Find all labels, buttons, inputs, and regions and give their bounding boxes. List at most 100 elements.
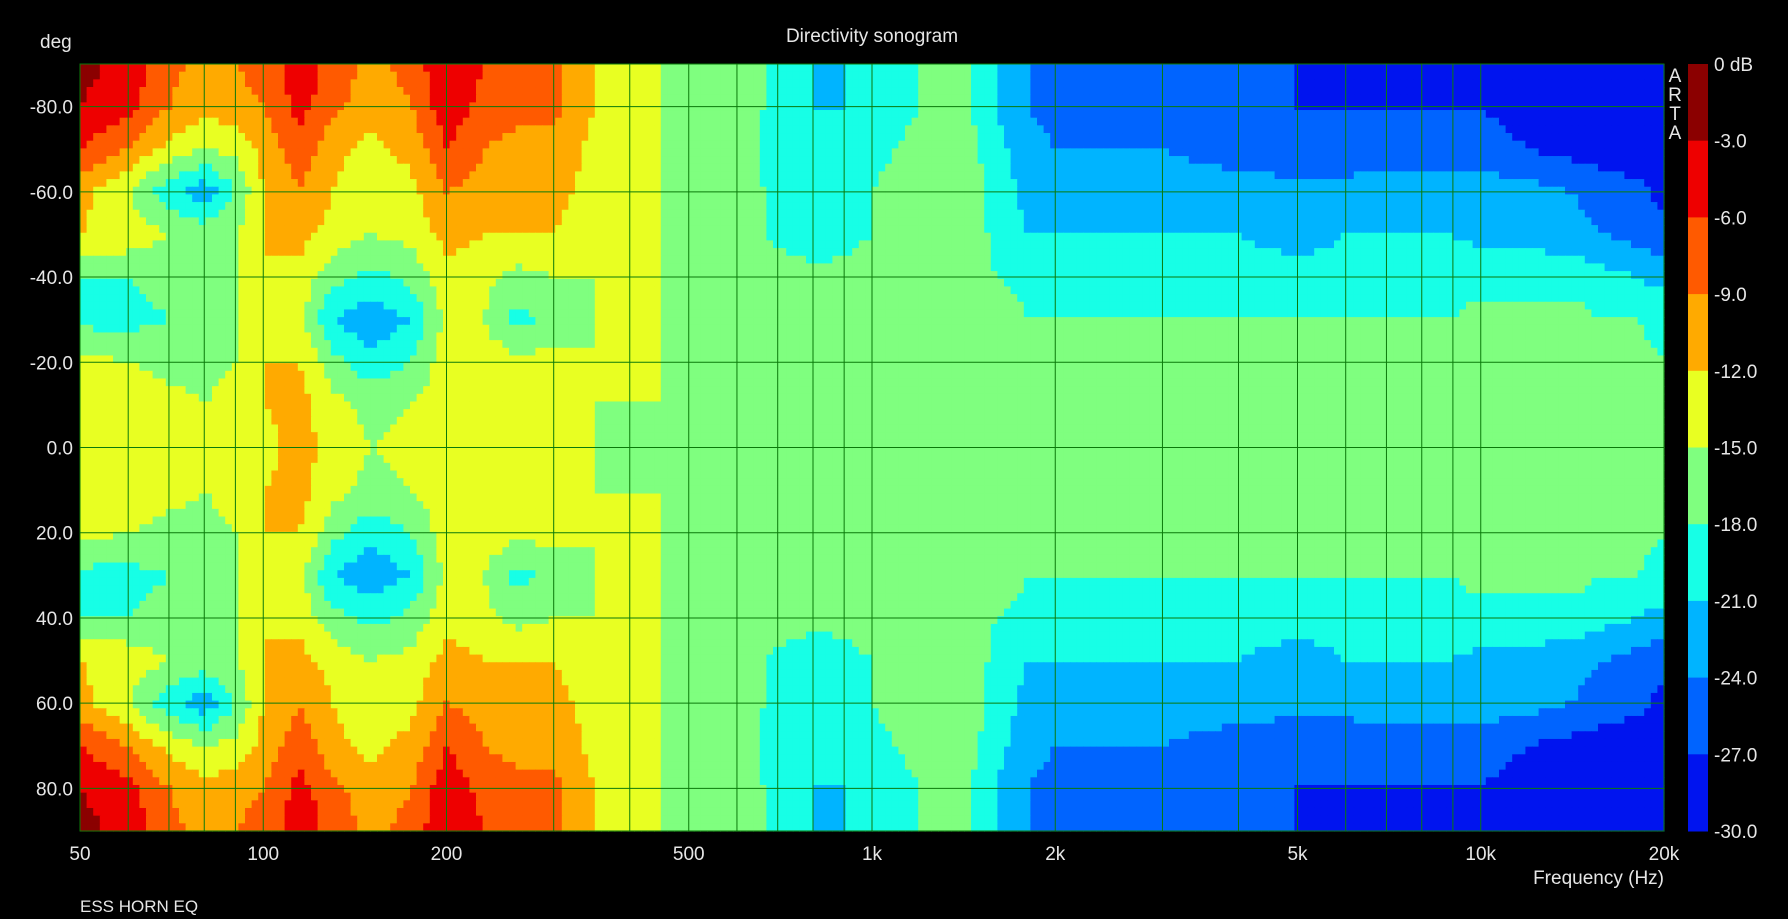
heatmap-cell <box>1426 202 1433 210</box>
heatmap-cell <box>634 79 641 87</box>
heatmap-cell <box>139 156 146 164</box>
heatmap-cell <box>1037 148 1044 156</box>
heatmap-cell <box>549 64 556 72</box>
heatmap-cell <box>384 194 391 202</box>
heatmap-cell <box>707 179 714 187</box>
heatmap-cell <box>93 72 100 80</box>
heatmap-cell <box>1638 133 1645 141</box>
heatmap-cell <box>1558 202 1565 210</box>
heatmap-cell <box>304 87 311 95</box>
heatmap-cell <box>826 141 833 149</box>
heatmap-cell <box>1360 194 1367 202</box>
heatmap-cell <box>1037 202 1044 210</box>
heatmap-cell <box>707 72 714 80</box>
heatmap-cell <box>1294 164 1301 172</box>
heatmap-cell <box>1420 87 1427 95</box>
heatmap-cell <box>298 187 305 195</box>
heatmap-cell <box>945 210 952 218</box>
heatmap-cell <box>337 217 344 225</box>
heatmap-cell <box>582 118 589 126</box>
heatmap-cell <box>648 148 655 156</box>
heatmap-cell <box>1149 217 1156 225</box>
heatmap-cell <box>879 118 886 126</box>
heatmap-cell <box>905 187 912 195</box>
heatmap-cell <box>720 95 727 103</box>
heatmap-cell <box>562 210 569 218</box>
heatmap-cell <box>582 110 589 118</box>
heatmap-cell <box>522 156 529 164</box>
heatmap-cell <box>469 187 476 195</box>
heatmap-cell <box>278 171 285 179</box>
heatmap-cell <box>159 171 166 179</box>
heatmap-cell <box>694 156 701 164</box>
heatmap-cell <box>1024 187 1031 195</box>
heatmap-cell <box>819 217 826 225</box>
heatmap-cell <box>351 64 358 72</box>
heatmap-cell <box>364 156 371 164</box>
heatmap-cell <box>410 156 417 164</box>
heatmap-cell <box>1545 202 1552 210</box>
heatmap-cell <box>205 125 212 133</box>
heatmap-cell <box>126 171 133 179</box>
heatmap-cell <box>1347 125 1354 133</box>
heatmap-cell <box>476 194 483 202</box>
heatmap-cell <box>120 72 127 80</box>
heatmap-cell <box>582 164 589 172</box>
heatmap-cell <box>654 110 661 118</box>
heatmap-cell <box>1288 87 1295 95</box>
heatmap-cell <box>1156 156 1163 164</box>
heatmap-cell <box>562 194 569 202</box>
heatmap-cell <box>832 87 839 95</box>
heatmap-cell <box>885 118 892 126</box>
heatmap-cell <box>430 79 437 87</box>
heatmap-cell <box>885 210 892 218</box>
heatmap-cell <box>1215 164 1222 172</box>
heatmap-cell <box>192 179 199 187</box>
heatmap-cell <box>898 141 905 149</box>
heatmap-cell <box>1565 187 1572 195</box>
heatmap-cell <box>324 133 331 141</box>
heatmap-cell <box>311 118 318 126</box>
heatmap-cell <box>832 118 839 126</box>
heatmap-cell <box>1248 79 1255 87</box>
heatmap-cell <box>1453 141 1460 149</box>
heatmap-cell <box>1149 141 1156 149</box>
heatmap-cell <box>133 179 140 187</box>
heatmap-cell <box>753 87 760 95</box>
heatmap-cell <box>1354 72 1361 80</box>
heatmap-cell <box>1090 164 1097 172</box>
heatmap-cell <box>1539 202 1546 210</box>
heatmap-cell <box>549 217 556 225</box>
heatmap-cell <box>958 217 965 225</box>
heatmap-cell <box>1143 72 1150 80</box>
heatmap-cell <box>1466 187 1473 195</box>
heatmap-cell <box>331 125 338 133</box>
heatmap-cell <box>700 95 707 103</box>
heatmap-cell <box>1268 125 1275 133</box>
heatmap-cell <box>436 64 443 72</box>
heatmap-cell <box>318 125 325 133</box>
heatmap-cell <box>304 187 311 195</box>
heatmap-cell <box>1162 72 1169 80</box>
heatmap-cell <box>120 79 127 87</box>
heatmap-cell <box>846 95 853 103</box>
heatmap-cell <box>1301 217 1308 225</box>
heatmap-cell <box>1393 95 1400 103</box>
heatmap-cell <box>872 79 879 87</box>
heatmap-cell <box>951 156 958 164</box>
heatmap-cell <box>654 202 661 210</box>
heatmap-cell <box>291 179 298 187</box>
heatmap-cell <box>925 87 932 95</box>
heatmap-cell <box>918 141 925 149</box>
heatmap-cell <box>1341 148 1348 156</box>
heatmap-cell <box>410 148 417 156</box>
heatmap-cell <box>351 125 358 133</box>
heatmap-cell <box>601 179 608 187</box>
heatmap-cell <box>1644 187 1651 195</box>
heatmap-cell <box>1037 133 1044 141</box>
heatmap-cell <box>1063 72 1070 80</box>
heatmap-cell <box>1268 171 1275 179</box>
heatmap-cell <box>186 194 193 202</box>
heatmap-cell <box>285 95 292 103</box>
heatmap-cell <box>278 217 285 225</box>
